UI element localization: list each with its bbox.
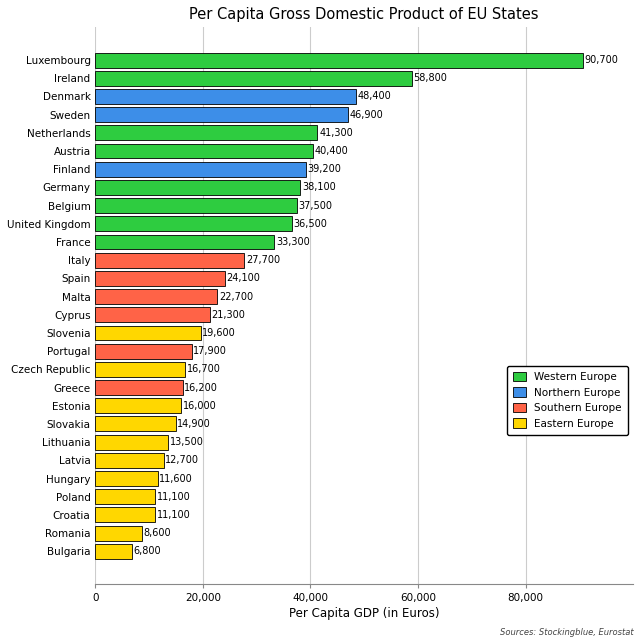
Bar [95,489,155,504]
Text: 46,900: 46,900 [349,109,383,120]
Text: 22,700: 22,700 [219,292,253,301]
Text: 38,100: 38,100 [302,182,335,193]
Bar [95,471,158,486]
Bar [95,162,306,177]
Text: 12,700: 12,700 [165,455,199,465]
Bar [95,125,317,140]
Bar [95,525,141,541]
X-axis label: Per Capita GDP (in Euros): Per Capita GDP (in Euros) [289,607,440,620]
Text: 39,200: 39,200 [308,164,342,174]
Bar [95,234,275,250]
Text: Sources: Stockingblue, Eurostat: Sources: Stockingblue, Eurostat [500,628,634,637]
Text: 6,800: 6,800 [134,547,161,556]
Bar [95,52,583,67]
Text: 58,800: 58,800 [413,73,447,83]
Text: 33,300: 33,300 [276,237,310,247]
Bar [95,362,185,377]
Bar [95,344,191,358]
Text: 36,500: 36,500 [293,219,327,228]
Text: 19,600: 19,600 [202,328,236,338]
Bar [95,508,155,522]
Bar [95,143,312,159]
Bar [95,107,348,122]
Title: Per Capita Gross Domestic Product of EU States: Per Capita Gross Domestic Product of EU … [189,7,539,22]
Text: 13,500: 13,500 [170,437,204,447]
Text: 17,900: 17,900 [193,346,227,356]
Bar [95,180,300,195]
Text: 11,100: 11,100 [157,510,191,520]
Bar [95,435,168,449]
Text: 16,000: 16,000 [183,401,217,411]
Text: 27,700: 27,700 [246,255,280,265]
Bar [95,198,297,213]
Bar [95,544,132,559]
Text: 90,700: 90,700 [585,55,618,65]
Bar [95,453,164,468]
Text: 11,100: 11,100 [157,492,191,502]
Bar [95,253,244,268]
Text: 48,400: 48,400 [357,92,391,101]
Text: 21,300: 21,300 [212,310,245,320]
Bar [95,417,175,431]
Text: 40,400: 40,400 [314,146,348,156]
Bar [95,71,412,86]
Bar [95,216,292,231]
Text: 37,500: 37,500 [299,200,333,211]
Text: 8,600: 8,600 [143,528,171,538]
Text: 24,100: 24,100 [227,273,260,284]
Text: 41,300: 41,300 [319,128,353,138]
Text: 11,600: 11,600 [159,474,193,483]
Text: 16,200: 16,200 [184,383,218,392]
Bar [95,289,218,304]
Bar [95,307,210,322]
Legend: Western Europe, Northern Europe, Southern Europe, Eastern Europe: Western Europe, Northern Europe, Souther… [507,366,628,435]
Bar [95,326,201,340]
Text: 14,900: 14,900 [177,419,211,429]
Bar [95,271,225,286]
Text: 16,700: 16,700 [187,364,221,374]
Bar [95,89,356,104]
Bar [95,380,182,395]
Bar [95,398,182,413]
